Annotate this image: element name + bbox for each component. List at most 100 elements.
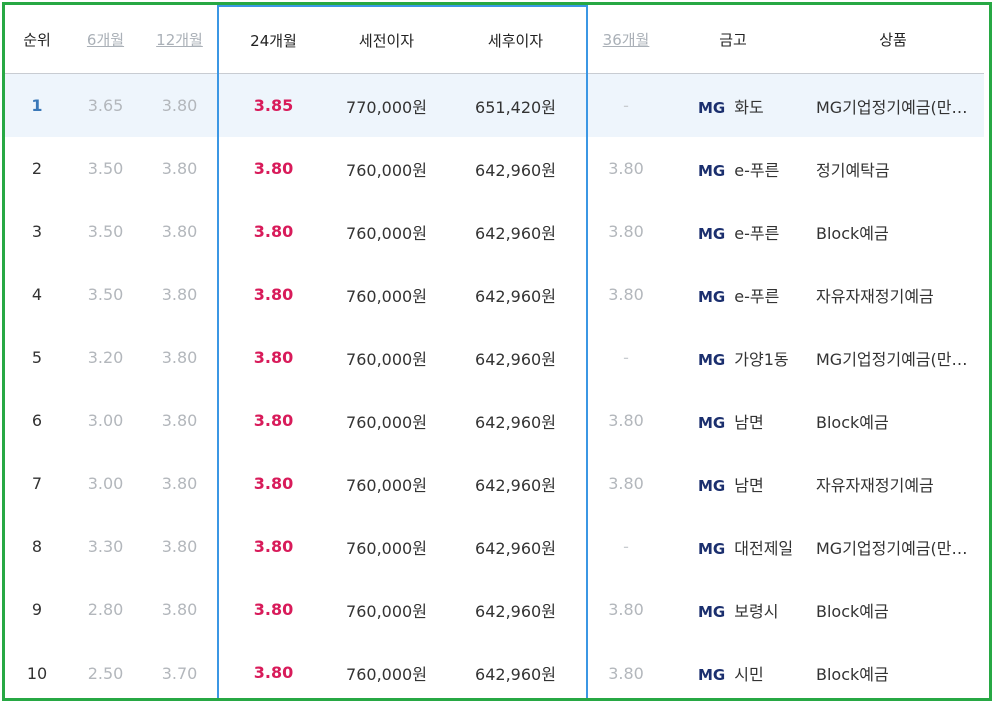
bank-cell[interactable]: MG e-푸른 bbox=[664, 200, 802, 263]
bank-name: 시민 bbox=[734, 665, 764, 684]
product-name-cell[interactable]: MG기업정기예금(만기일시지급식) bbox=[816, 349, 984, 369]
rank-cell: 5 bbox=[31, 348, 43, 367]
rate-12-month-cell: 3.80 bbox=[161, 222, 198, 241]
table-row[interactable]: 1 3.65 3.80 3.85 770,000원 651,420원 - MG 화도 MG기업정기… bbox=[5, 73, 984, 137]
mg-logo: MG bbox=[698, 350, 726, 369]
aftertax-interest-cell: 642,960원 bbox=[445, 137, 588, 200]
bank-cell[interactable]: MG 시민 bbox=[664, 641, 802, 698]
table-row[interactable]: 2 3.50 3.80 3.80 760,000원 642,960원 3.80 MG e-푸른 정… bbox=[5, 137, 984, 200]
rate-12-month-cell: 3.80 bbox=[161, 411, 198, 430]
header-aftertax-interest: 세후이자 bbox=[445, 5, 588, 74]
aftertax-interest-cell: 642,960원 bbox=[445, 389, 588, 452]
table-row[interactable]: 8 3.30 3.80 3.80 760,000원 642,960원 - MG 대전제일 MG기업… bbox=[5, 515, 984, 578]
pretax-interest-cell: 760,000원 bbox=[346, 601, 427, 621]
bank-name: 화도 bbox=[734, 97, 764, 117]
bank-name: e-푸른 bbox=[734, 223, 780, 243]
table-row[interactable]: 3 3.50 3.80 3.80 760,000원 642,960원 3.80 MG e-푸른 B… bbox=[5, 200, 984, 263]
bank-cell[interactable]: MG 남면 bbox=[664, 452, 802, 515]
header-pretax-interest: 세전이자 bbox=[328, 5, 445, 74]
sort-12-month-link[interactable]: 12개월 bbox=[142, 6, 218, 74]
bank-cell[interactable]: MG 대전제일 bbox=[664, 515, 802, 578]
bank-name: 대전제일 bbox=[734, 538, 794, 558]
rate-36-month-cell: - bbox=[623, 537, 629, 556]
rate-24-month-cell: 3.80 bbox=[217, 200, 328, 263]
bank-name: e-푸른 bbox=[734, 160, 780, 180]
aftertax-interest-cell: 642,960원 bbox=[445, 641, 588, 698]
rate-12-month-cell: 3.80 bbox=[142, 73, 218, 137]
rank-cell: 10 bbox=[26, 663, 48, 683]
pretax-interest-cell: 760,000원 bbox=[346, 412, 427, 432]
rate-36-month-cell: 3.80 bbox=[608, 474, 644, 493]
header-product: 상품 bbox=[802, 6, 984, 74]
product-name-cell[interactable]: Block예금 bbox=[816, 412, 889, 432]
rate-12-month-cell: 3.80 bbox=[161, 474, 198, 493]
bank-name: 남면 bbox=[734, 475, 764, 495]
rate-12-month-cell: 3.80 bbox=[161, 159, 198, 178]
rate-6-month-cell: 3.00 bbox=[87, 474, 124, 493]
table-row[interactable]: 7 3.00 3.80 3.80 760,000원 642,960원 3.80 MG 남면 자유자… bbox=[5, 452, 984, 515]
rate-36-month-cell: - bbox=[587, 73, 664, 137]
product-name-cell[interactable]: Block예금 bbox=[816, 601, 889, 621]
mg-logo: MG bbox=[698, 287, 726, 306]
rate-24-month-cell: 3.80 bbox=[217, 326, 328, 389]
bank-cell[interactable]: MG e-푸른 bbox=[664, 137, 802, 200]
rate-36-month-cell: 3.80 bbox=[608, 411, 644, 430]
table-row[interactable]: 4 3.50 3.80 3.80 760,000원 642,960원 3.80 MG e-푸른 자… bbox=[5, 263, 984, 326]
rate-24-month-cell: 3.80 bbox=[217, 515, 328, 578]
rate-36-month-cell: 3.80 bbox=[608, 663, 644, 683]
aftertax-interest-cell: 642,960원 bbox=[445, 326, 588, 389]
bank-cell[interactable]: MG 보령시 bbox=[664, 578, 802, 641]
product-name-cell[interactable]: MG기업정기예금(만기일시지급식) bbox=[816, 538, 984, 558]
mg-logo: MG bbox=[698, 476, 726, 495]
bank-name: 가양1동 bbox=[734, 349, 789, 369]
table-row[interactable]: 5 3.20 3.80 3.80 760,000원 642,960원 - MG 가양1동 MG기업… bbox=[5, 326, 984, 389]
rate-6-month-cell: 2.50 bbox=[87, 663, 124, 683]
mg-logo: MG bbox=[698, 602, 726, 621]
product-name-cell[interactable]: MG기업정기예금(만기일시지급식) bbox=[802, 73, 984, 137]
product-name-cell[interactable]: 자유자재정기예금 bbox=[816, 286, 934, 306]
rate-36-month-cell: 3.80 bbox=[608, 285, 644, 304]
table-row[interactable]: 6 3.00 3.80 3.80 760,000원 642,960원 3.80 MG 남면 Blo… bbox=[5, 389, 984, 452]
product-name-cell[interactable]: 자유자재정기예금 bbox=[816, 475, 934, 495]
rate-12-month-cell: 3.70 bbox=[161, 663, 198, 683]
rank-cell: 6 bbox=[31, 411, 43, 430]
bank-cell[interactable]: MG 남면 bbox=[664, 389, 802, 452]
rate-12-month-cell: 3.80 bbox=[161, 285, 198, 304]
bank-cell[interactable]: MG e-푸른 bbox=[664, 263, 802, 326]
product-name-cell[interactable]: Block예금 bbox=[816, 223, 889, 243]
mg-logo: MG bbox=[698, 224, 726, 243]
bank-cell[interactable]: MG 가양1동 bbox=[664, 326, 802, 389]
rate-24-month-cell: 3.80 bbox=[217, 578, 328, 641]
pretax-interest-cell: 760,000원 bbox=[346, 349, 427, 369]
aftertax-interest-cell: 642,960원 bbox=[445, 515, 588, 578]
rate-12-month-cell: 3.80 bbox=[161, 348, 198, 367]
mg-logo: MG bbox=[698, 161, 726, 180]
pretax-interest-cell: 760,000원 bbox=[328, 641, 445, 698]
rate-36-month-cell: 3.80 bbox=[608, 222, 644, 241]
rank-cell: 3 bbox=[31, 222, 43, 241]
rate-24-month-cell: 3.80 bbox=[217, 452, 328, 515]
product-name-cell[interactable]: Block예금 bbox=[816, 665, 889, 684]
header-bank: 금고 bbox=[664, 6, 802, 74]
sort-36-month-link[interactable]: 36개월 bbox=[587, 6, 664, 74]
rank-cell: 9 bbox=[31, 600, 43, 619]
pretax-interest-cell: 760,000원 bbox=[346, 475, 427, 495]
header-24-month: 24개월 bbox=[217, 5, 328, 74]
header-rank: 순위 bbox=[5, 6, 69, 74]
rate-24-month-cell: 3.80 bbox=[217, 263, 328, 326]
rate-6-month-cell: 3.50 bbox=[87, 222, 124, 241]
sort-6-month-link[interactable]: 6개월 bbox=[69, 6, 142, 74]
pretax-interest-cell: 760,000원 bbox=[346, 160, 427, 180]
rate-6-month-cell: 2.80 bbox=[87, 600, 124, 619]
bank-cell[interactable]: MG 화도 bbox=[664, 73, 802, 137]
rate-36-month-cell: - bbox=[623, 348, 629, 367]
rate-6-month-cell: 3.65 bbox=[69, 73, 142, 137]
table-row[interactable]: 9 2.80 3.80 3.80 760,000원 642,960원 3.80 MG 보령시 Bl… bbox=[5, 578, 984, 641]
table-row[interactable]: 10 2.50 3.70 3.80 760,000원 642,960원 3.80 MG 시민 Bl… bbox=[5, 641, 984, 698]
rate-6-month-cell: 3.50 bbox=[87, 285, 124, 304]
product-name-cell[interactable]: 정기예탁금 bbox=[816, 160, 890, 180]
rate-6-month-cell: 3.50 bbox=[87, 159, 124, 178]
mg-logo: MG bbox=[698, 413, 726, 432]
